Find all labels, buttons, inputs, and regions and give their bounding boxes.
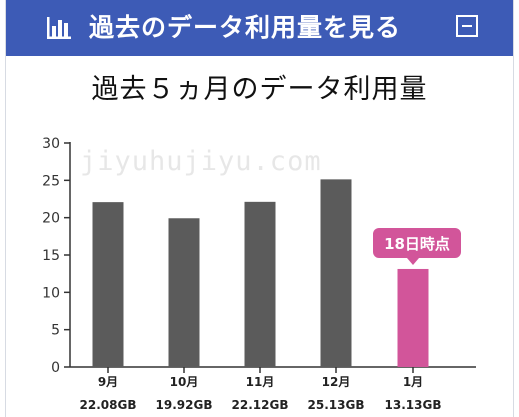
bar (92, 202, 124, 367)
annotation-badge (373, 228, 461, 258)
bar (397, 268, 429, 367)
annotation-pointer (407, 258, 419, 265)
x-value-label: 22.08GB (80, 398, 137, 412)
x-value-label: 22.12GB (232, 398, 289, 412)
bar (320, 179, 352, 367)
bar (168, 218, 200, 367)
y-tick-label: 25 (42, 173, 60, 189)
x-category-label: 11月 (246, 375, 275, 389)
x-value-label: 13.13GB (385, 398, 442, 412)
bar-chart-icon (47, 17, 71, 39)
x-value-label: 25.13GB (308, 398, 365, 412)
y-tick-label: 30 (42, 136, 60, 152)
usage-bar-chart: 0 5 10 15 20 25 30 9月 22.08GB 10月 19.92GB 11月 22.12G… (42, 136, 476, 412)
x-category-label: 9月 (98, 375, 118, 389)
x-value-label: 19.92GB (156, 398, 213, 412)
minus-icon[interactable] (456, 15, 478, 37)
chart-title: 過去５ヵ月のデータ利用量 (91, 74, 428, 105)
x-category-label: 1月 (403, 375, 423, 389)
data-usage-card: 過去のデータ利用量を見る 過去５ヵ月のデータ利用量 jiyuhujiyu.com… (5, 0, 514, 417)
annotation-label: 18日時点 (384, 235, 450, 253)
y-tick-label: 20 (42, 211, 60, 227)
x-category-label: 12月 (322, 375, 351, 389)
y-tick-label: 0 (51, 360, 60, 376)
y-tick-label: 10 (42, 285, 60, 301)
x-category-label: 10月 (170, 375, 199, 389)
card-title: 過去のデータ利用量を見る (89, 13, 402, 42)
bar (244, 201, 276, 367)
card-header[interactable]: 過去のデータ利用量を見る (6, 0, 513, 56)
y-tick-label: 5 (51, 323, 60, 339)
watermark: jiyuhujiyu.com (80, 146, 322, 177)
y-tick-label: 15 (42, 248, 60, 264)
